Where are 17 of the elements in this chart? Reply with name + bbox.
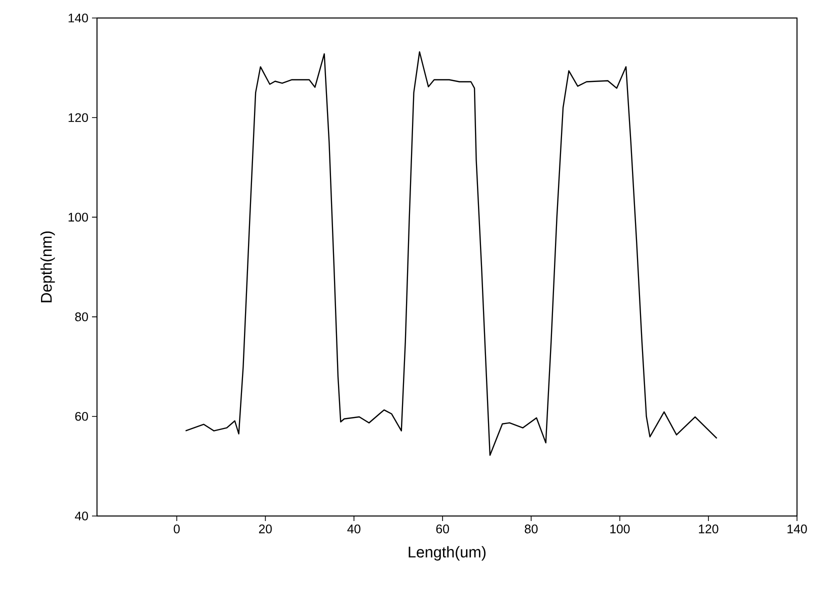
x-axis-title: Length(um) <box>408 546 486 561</box>
y-axis-title: Depth(nm) <box>40 231 55 302</box>
line-series <box>185 51 718 456</box>
x-tick-label: 40 <box>347 524 360 534</box>
y-tick-label: 80 <box>75 312 88 322</box>
y-tick-label: 140 <box>68 14 88 22</box>
y-tick-label: 120 <box>68 113 88 122</box>
x-tick-label: 0 <box>174 524 180 534</box>
x-tick-label: 20 <box>259 524 272 534</box>
y-tick-label: 40 <box>74 512 88 520</box>
x-tick-label: 140 <box>788 524 807 534</box>
x-tick-label: 80 <box>524 524 538 534</box>
x-tick-label: 60 <box>436 524 450 534</box>
y-tick-label: 100 <box>68 212 88 222</box>
y-tick-label: 60 <box>75 412 88 421</box>
x-tick-label: 120 <box>698 524 718 534</box>
x-tick-label: 100 <box>610 524 630 534</box>
